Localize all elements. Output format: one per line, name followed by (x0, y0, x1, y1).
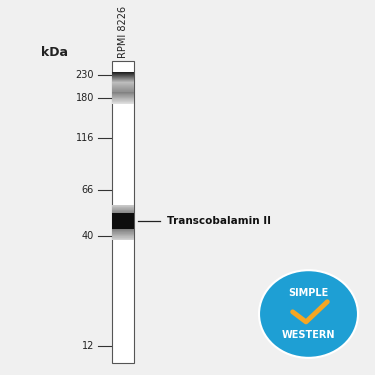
Bar (112, 227, 134, 228)
Bar (112, 235, 134, 236)
Circle shape (259, 270, 358, 358)
Bar (112, 223, 134, 224)
Bar (112, 237, 134, 238)
Bar (112, 215, 134, 216)
Text: 12: 12 (82, 341, 94, 351)
Bar (112, 212, 134, 213)
Bar (112, 207, 134, 208)
Text: RPMI 8226: RPMI 8226 (118, 5, 128, 57)
Text: 66: 66 (82, 185, 94, 195)
Bar (112, 230, 134, 231)
Bar (112, 226, 134, 227)
Bar (112, 239, 134, 240)
Bar (112, 238, 134, 239)
Bar (112, 236, 134, 237)
Bar (112, 222, 134, 223)
Text: 180: 180 (76, 93, 94, 103)
Bar (112, 89, 134, 90)
Bar (112, 211, 134, 212)
Bar (112, 221, 134, 222)
Bar (112, 205, 134, 206)
Bar (112, 216, 134, 217)
Bar (112, 214, 134, 215)
Text: WESTERN: WESTERN (282, 330, 335, 340)
Bar (112, 218, 134, 219)
Bar (112, 209, 134, 210)
Bar (112, 231, 134, 232)
Bar (112, 234, 134, 235)
Bar (112, 225, 134, 226)
Text: 40: 40 (82, 231, 94, 241)
Text: Transcobalamin II: Transcobalamin II (167, 216, 272, 226)
Bar (112, 232, 134, 233)
Bar (112, 220, 134, 221)
Bar (112, 210, 134, 211)
Bar (112, 228, 134, 229)
Bar (112, 90, 134, 91)
Text: kDa: kDa (41, 45, 68, 58)
Bar (112, 61, 134, 363)
Bar (112, 83, 134, 84)
Bar (112, 219, 134, 220)
Bar (112, 82, 134, 83)
Text: SIMPLE: SIMPLE (288, 288, 328, 298)
Text: 230: 230 (75, 70, 94, 81)
Bar (112, 86, 134, 87)
Bar (112, 206, 134, 207)
Text: 116: 116 (76, 133, 94, 143)
Bar (112, 87, 134, 88)
Bar (112, 229, 134, 230)
Bar (112, 233, 134, 234)
Bar (112, 85, 134, 86)
Bar (112, 91, 134, 92)
Bar (112, 211, 134, 212)
Bar (112, 84, 134, 85)
Bar (112, 213, 134, 214)
Bar (112, 224, 134, 225)
Bar (112, 208, 134, 209)
Bar (112, 88, 134, 89)
Bar (112, 217, 134, 218)
